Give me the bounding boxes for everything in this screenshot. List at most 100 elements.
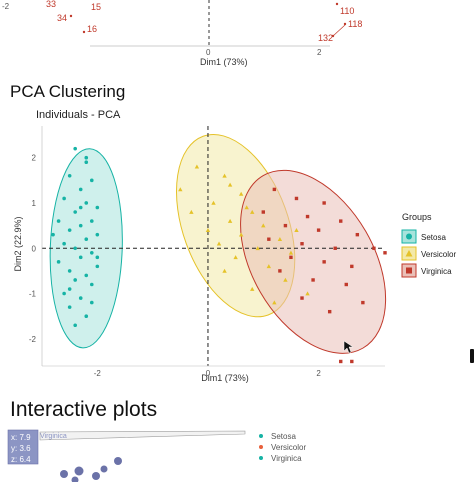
data-points [51,146,387,364]
point-setosa [73,278,77,282]
point-virginica [316,228,321,232]
interactive-point[interactable] [92,472,100,480]
top-point-132 [331,34,335,38]
legend-title: Groups [402,212,432,222]
point-setosa [62,291,66,296]
point-setosa [78,255,83,260]
point-setosa [67,174,72,178]
point-setosa [89,282,94,287]
point-versicolor [194,164,200,169]
x-tick-label: -2 [94,369,102,378]
point-setosa [89,178,94,183]
point-setosa [95,264,100,269]
point-virginica [311,278,315,282]
point-virginica [333,246,337,250]
point-virginica [267,237,271,241]
point-versicolor [233,255,238,260]
top-plot-xtick-2: 2 [317,48,322,57]
point-setosa [67,228,72,232]
point-virginica [383,251,387,255]
point-virginica [361,300,365,305]
top-connector-1 [332,24,346,37]
interactive-point[interactable] [100,465,108,473]
interactive-legend-label-setosa[interactable]: Setosa [271,432,296,441]
interactive-legend-label-virginica[interactable]: Virginica [271,454,302,463]
point-versicolor [189,209,194,214]
top-biplot: -2 0 2 Dim1 (73%) 33 15 34 16 110 118 13… [2,0,362,67]
tooltip-series: Virginica [40,433,67,440]
interactive-section-heading: Interactive plots [10,398,158,421]
x-tick-label: 2 [316,369,321,378]
point-versicolor [227,218,233,223]
point-setosa [95,205,100,210]
point-virginica [283,223,288,228]
point-virginica [322,260,326,264]
point-virginica [278,269,282,273]
point-setosa [67,287,72,291]
point-versicolor [250,286,255,291]
point-versicolor [272,300,277,305]
interactive-legend-dot-virginica[interactable] [259,456,263,460]
legend: Groups Setosa Versicolor Virginica [401,212,456,278]
point-virginica [350,264,354,269]
plot-plane-edge [39,430,246,441]
point-versicolor [255,246,260,251]
point-versicolor [178,187,183,192]
point-virginica [344,282,348,287]
interactive-legend[interactable]: Setosa Versicolor Virginica [259,432,306,463]
point-setosa [84,160,89,165]
point-versicolor [294,227,299,232]
legend-marker-circle [406,233,412,240]
y-axis-label: Dim2 (22.9%) [13,216,23,271]
interactive-legend-dot-setosa[interactable] [259,434,263,438]
top-label-110: 110 [340,6,354,16]
point-setosa [62,196,66,201]
point-versicolor [305,291,310,296]
interactive-point[interactable] [74,466,84,476]
legend-label-virginica: Virginica [421,267,452,276]
top-label-16: 16 [87,24,97,34]
interactive-point[interactable] [71,476,79,482]
point-versicolor [238,191,244,196]
point-virginica [327,309,332,314]
point-setosa [73,323,77,328]
point-versicolor [277,237,283,242]
point-setosa [78,187,83,192]
point-setosa [51,232,55,237]
scrollbar-thumb[interactable] [470,349,474,363]
legend-label-setosa: Setosa [421,233,446,242]
point-virginica [300,242,304,246]
point-setosa [56,260,61,264]
top-label-33: 33 [46,0,56,9]
y-tick-label: 2 [32,154,37,163]
legend-marker-triangle [405,250,413,257]
interactive-point[interactable] [60,470,68,478]
point-versicolor [283,277,288,282]
interactive-legend-label-versicolor[interactable]: Versicolor [271,443,306,452]
chart-title: Individuals - PCA [36,109,121,121]
point-virginica [294,196,299,201]
point-versicolor [205,227,211,232]
interactive-point[interactable] [114,457,122,465]
interactive-3d-plot[interactable]: x: 7.9 y: 3.6 z: 6.4 Virginica Setosa Ver… [0,426,474,482]
point-setosa [56,219,61,223]
point-virginica [350,359,354,364]
ellipse-virginica [240,169,387,354]
point-virginica [289,255,293,260]
top-point-110 [335,2,339,6]
interactive-legend-dot-versicolor[interactable] [259,445,263,449]
point-versicolor [250,209,255,214]
point-setosa [78,223,83,228]
point-setosa [84,237,89,242]
point-versicolor [244,205,249,210]
axes: -2 0 2 -2 -1 0 1 2 [29,126,385,378]
point-setosa [62,241,66,246]
point-setosa [84,314,89,318]
legend-label-versicolor: Versicolor [421,250,456,259]
tooltip-y: y: 3.6 [11,444,31,453]
top-plot-xtick-0: 0 [206,48,211,57]
point-versicolor [261,223,266,228]
point-virginica [339,359,343,364]
point-setosa [95,255,100,260]
point-virginica [339,219,343,223]
